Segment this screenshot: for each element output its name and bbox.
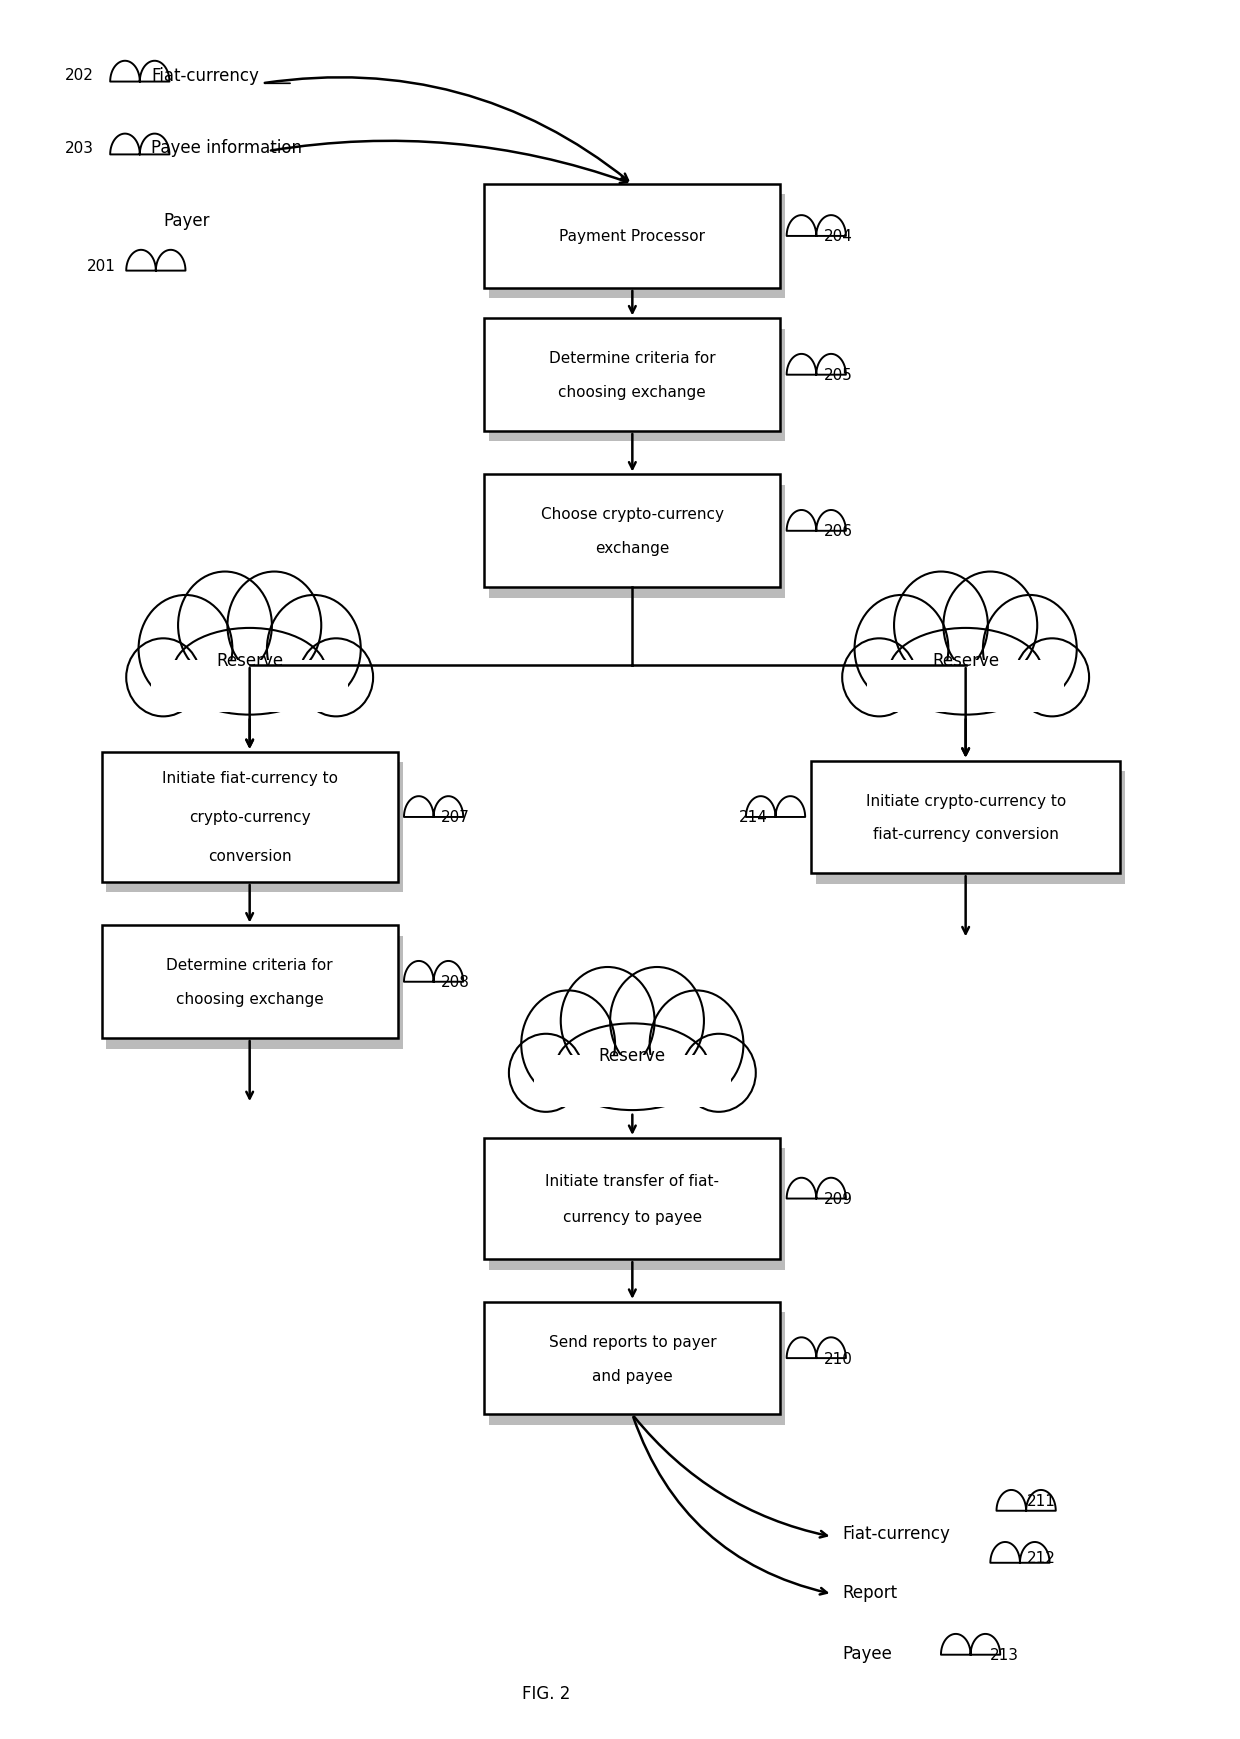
FancyBboxPatch shape xyxy=(484,475,780,588)
Ellipse shape xyxy=(267,596,361,703)
Ellipse shape xyxy=(560,967,655,1075)
Text: 208: 208 xyxy=(441,974,470,989)
Ellipse shape xyxy=(139,596,232,703)
Bar xyxy=(867,661,1064,713)
Text: 210: 210 xyxy=(823,1351,853,1365)
FancyBboxPatch shape xyxy=(107,936,403,1049)
Text: Send reports to payer: Send reports to payer xyxy=(548,1334,717,1349)
FancyBboxPatch shape xyxy=(489,1148,785,1269)
Text: conversion: conversion xyxy=(208,849,291,864)
Text: Payee information: Payee information xyxy=(151,139,301,158)
Text: Initiate fiat-currency to: Initiate fiat-currency to xyxy=(161,770,337,786)
Text: Determine criteria for: Determine criteria for xyxy=(166,958,334,972)
Text: Payment Processor: Payment Processor xyxy=(559,230,706,243)
Text: Choose crypto-currency: Choose crypto-currency xyxy=(541,508,724,522)
Text: Reserve: Reserve xyxy=(932,652,999,670)
Ellipse shape xyxy=(227,572,321,680)
Bar xyxy=(533,1056,732,1108)
Ellipse shape xyxy=(179,572,272,680)
Ellipse shape xyxy=(650,991,744,1099)
Text: Fiat-currency: Fiat-currency xyxy=(842,1525,950,1542)
FancyBboxPatch shape xyxy=(484,1139,780,1259)
Text: 213: 213 xyxy=(991,1647,1019,1662)
Text: 207: 207 xyxy=(441,810,470,824)
Text: and payee: and payee xyxy=(591,1369,673,1383)
Text: Fiat-currency: Fiat-currency xyxy=(151,66,259,85)
FancyBboxPatch shape xyxy=(102,753,398,882)
FancyBboxPatch shape xyxy=(816,772,1125,883)
Text: Initiate crypto-currency to: Initiate crypto-currency to xyxy=(866,793,1065,809)
Text: 212: 212 xyxy=(1028,1549,1056,1565)
Ellipse shape xyxy=(556,1024,709,1111)
Ellipse shape xyxy=(126,638,201,716)
Text: fiat-currency conversion: fiat-currency conversion xyxy=(873,828,1059,842)
Text: choosing exchange: choosing exchange xyxy=(176,991,324,1007)
Text: 202: 202 xyxy=(64,68,93,83)
FancyBboxPatch shape xyxy=(102,925,398,1038)
FancyBboxPatch shape xyxy=(489,329,785,442)
FancyBboxPatch shape xyxy=(484,184,780,289)
Text: Reserve: Reserve xyxy=(599,1047,666,1064)
Text: Reserve: Reserve xyxy=(216,652,283,670)
FancyBboxPatch shape xyxy=(484,1303,780,1414)
FancyBboxPatch shape xyxy=(489,195,785,299)
Text: Payee: Payee xyxy=(842,1643,892,1662)
Ellipse shape xyxy=(1016,638,1089,716)
Ellipse shape xyxy=(610,967,704,1075)
Ellipse shape xyxy=(889,628,1042,715)
Ellipse shape xyxy=(983,596,1076,703)
Ellipse shape xyxy=(682,1035,756,1113)
Ellipse shape xyxy=(299,638,373,716)
Ellipse shape xyxy=(521,991,615,1099)
Text: Payer: Payer xyxy=(164,212,210,230)
Text: Initiate transfer of fiat-: Initiate transfer of fiat- xyxy=(546,1174,719,1188)
FancyBboxPatch shape xyxy=(484,320,780,431)
Text: 206: 206 xyxy=(823,523,853,539)
Text: 201: 201 xyxy=(87,259,115,273)
Text: FIG. 2: FIG. 2 xyxy=(522,1683,570,1702)
FancyBboxPatch shape xyxy=(489,485,785,598)
FancyBboxPatch shape xyxy=(489,1313,785,1424)
Text: crypto-currency: crypto-currency xyxy=(188,810,310,824)
Ellipse shape xyxy=(894,572,988,680)
Text: 205: 205 xyxy=(823,369,853,383)
Ellipse shape xyxy=(174,628,326,715)
Text: currency to payee: currency to payee xyxy=(563,1210,702,1224)
Text: 214: 214 xyxy=(739,810,768,824)
Text: Report: Report xyxy=(842,1582,898,1602)
Ellipse shape xyxy=(842,638,916,716)
Text: Determine criteria for: Determine criteria for xyxy=(549,351,715,367)
Text: 204: 204 xyxy=(823,230,853,243)
Text: 209: 209 xyxy=(823,1191,853,1207)
Ellipse shape xyxy=(854,596,949,703)
FancyBboxPatch shape xyxy=(107,763,403,892)
FancyBboxPatch shape xyxy=(811,762,1120,873)
Ellipse shape xyxy=(944,572,1037,680)
Text: exchange: exchange xyxy=(595,541,670,556)
Text: choosing exchange: choosing exchange xyxy=(558,384,707,400)
Text: 211: 211 xyxy=(1028,1494,1056,1508)
Bar xyxy=(151,661,348,713)
Text: 203: 203 xyxy=(64,141,93,157)
Ellipse shape xyxy=(508,1035,583,1113)
